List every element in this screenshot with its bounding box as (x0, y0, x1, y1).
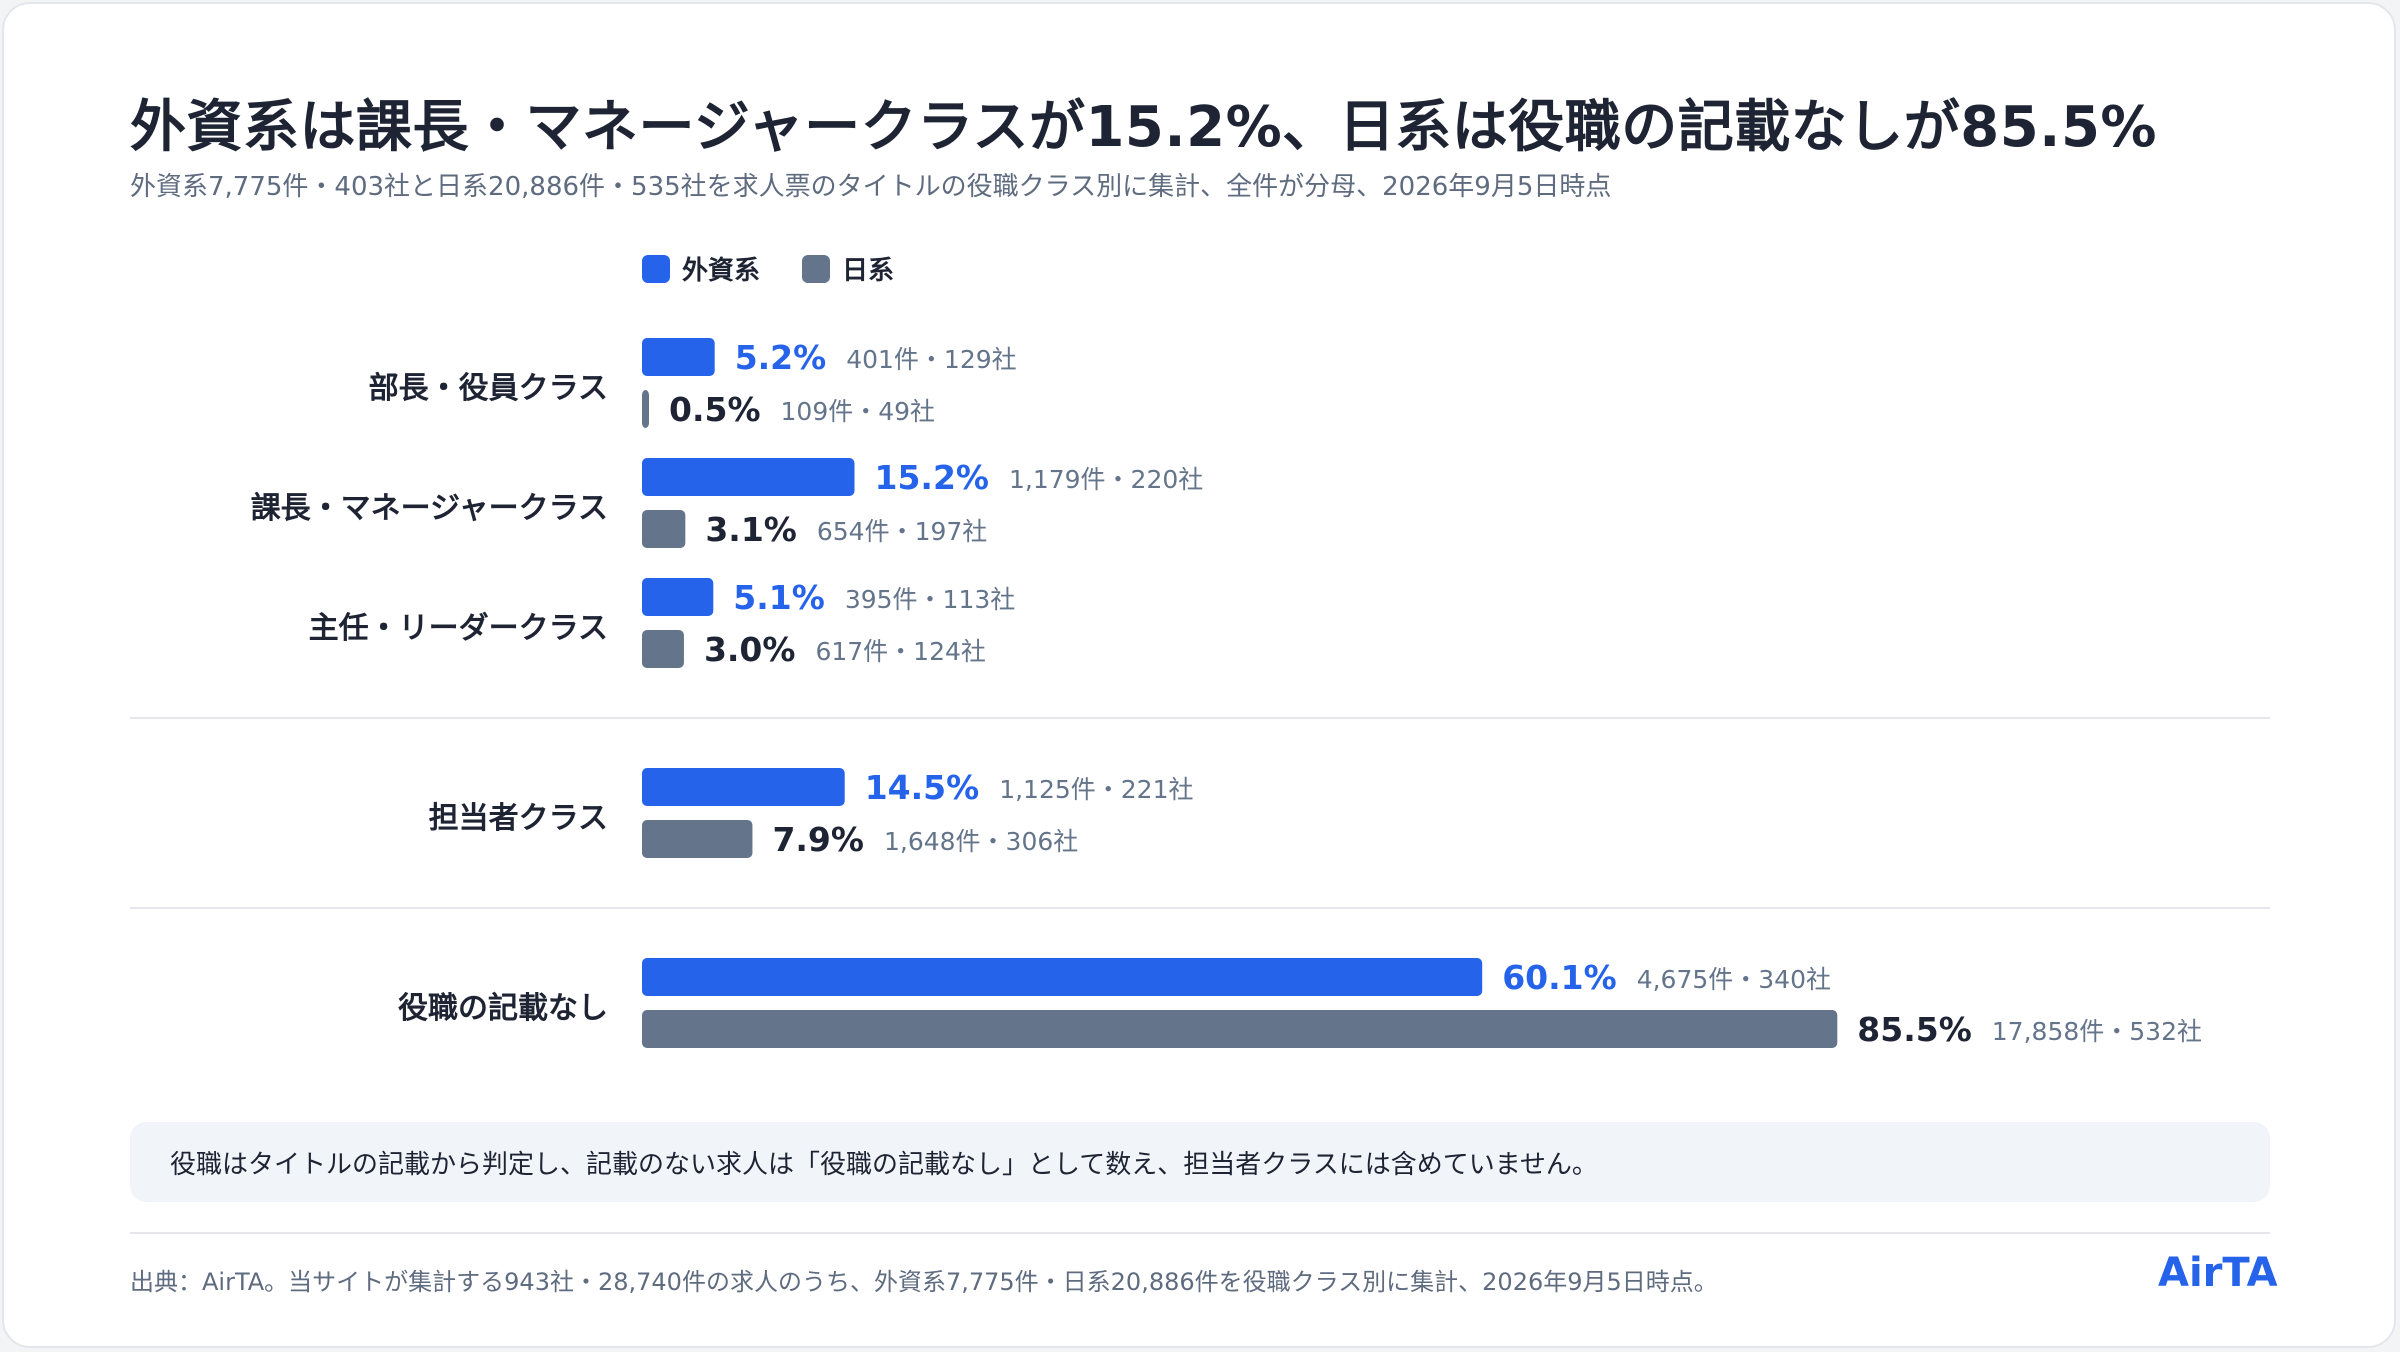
value-label-foreign: 5.1% (733, 578, 825, 617)
detail-label-foreign: 1,125件・221社 (999, 775, 1193, 804)
bar-japanese (642, 510, 686, 548)
legend-swatch-foreign (642, 254, 670, 283)
bar-japanese (642, 820, 753, 858)
page-title: 外資系は課長・マネージャークラスが15.2%、日系は役職の記載なしが85.5% (130, 95, 2158, 160)
detail-label-foreign: 401件・129社 (846, 345, 1016, 374)
legend-label-japanese: 日系 (842, 256, 895, 286)
value-label-foreign: 60.1% (1502, 958, 1617, 997)
category-label: 担当者クラス (429, 801, 608, 836)
footer-divider (130, 1232, 2270, 1234)
bar-foreign (642, 458, 855, 496)
bar-japanese (642, 1010, 1838, 1048)
page-subtitle: 外資系7,775件・403社と日系20,886件・535社を求人票のタイトルの役… (130, 172, 1612, 202)
legend-swatch-japanese (802, 254, 831, 283)
value-label-japanese: 85.5% (1857, 1010, 1972, 1049)
detail-label-japanese: 617件・124社 (815, 637, 985, 666)
category-label: 主任・リーダークラス (309, 611, 608, 646)
value-label-foreign: 15.2% (874, 458, 989, 497)
bar-foreign (642, 958, 1483, 996)
detail-label-foreign: 395件・113社 (845, 585, 1015, 614)
detail-label-japanese: 109件・49社 (781, 397, 936, 426)
detail-label-foreign: 4,675件・340社 (1637, 965, 1831, 994)
bar-foreign (642, 338, 715, 376)
source-text: 出典：AirTA。当サイトが集計する943社・28,740件の求人のうち、外資系… (130, 1268, 1718, 1296)
bar-japanese (642, 630, 684, 668)
value-label-foreign: 5.2% (735, 338, 827, 377)
category-label: 役職の記載なし (398, 991, 608, 1026)
bar-japanese (642, 390, 649, 428)
value-label-japanese: 3.0% (704, 630, 796, 669)
category-label: 部長・役員クラス (369, 371, 608, 406)
detail-label-japanese: 654件・197社 (817, 517, 987, 546)
bar-foreign (642, 768, 845, 806)
methodology-note-text: 役職はタイトルの記載から判定し、記載のない求人は「役職の記載なし」として数え、担… (170, 1149, 1598, 1180)
brand-logo[interactable]: AirTA (2158, 1250, 2278, 1296)
value-label-foreign: 14.5% (865, 768, 980, 807)
value-label-japanese: 3.1% (705, 510, 797, 549)
legend-item-japanese: 日系 (802, 250, 894, 287)
detail-label-japanese: 1,648件・306社 (884, 827, 1078, 856)
detail-label-japanese: 17,858件・532社 (1992, 1017, 2202, 1046)
legend-label-foreign: 外資系 (682, 256, 761, 286)
methodology-note: 役職はタイトルの記載から判定し、記載のない求人は「役職の記載なし」として数え、担… (130, 1122, 2270, 1202)
bar-foreign (642, 578, 714, 616)
legend-item-foreign: 外資系 (642, 250, 760, 287)
chart-legend: 外資系 日系 (642, 250, 936, 287)
value-label-japanese: 0.5% (669, 390, 761, 429)
detail-label-foreign: 1,179件・220社 (1009, 465, 1203, 494)
value-label-japanese: 7.9% (772, 820, 864, 859)
category-label: 課長・マネージャークラス (251, 491, 608, 526)
